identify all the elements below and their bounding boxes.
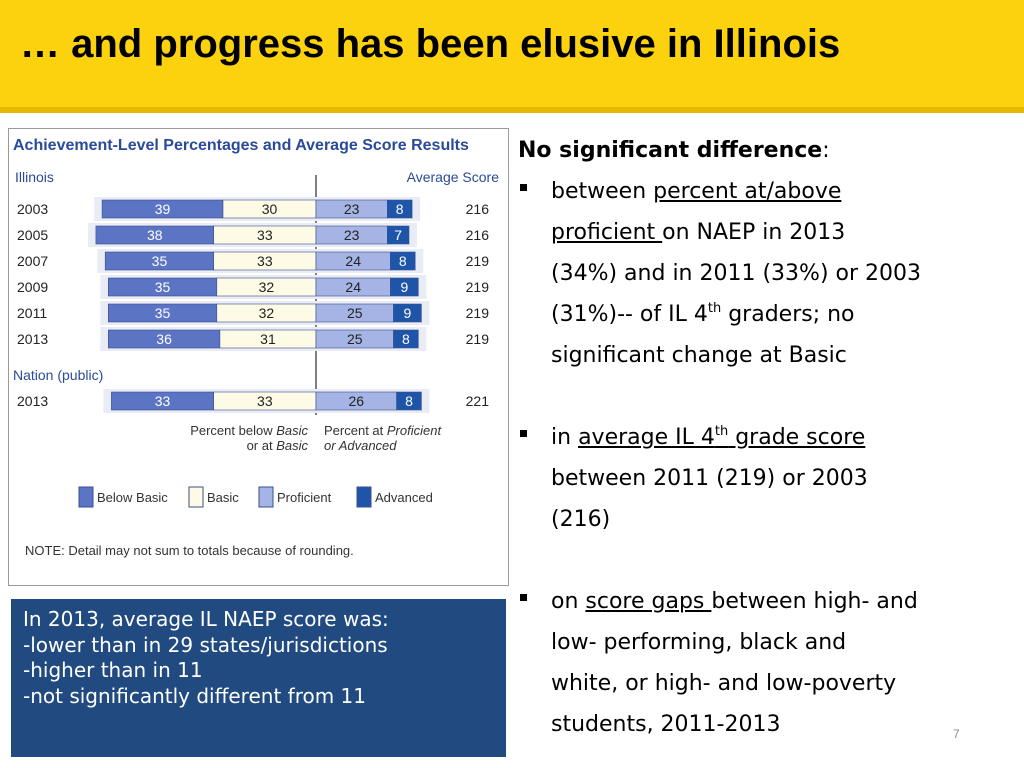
bar-value-label: 26 [349, 393, 365, 409]
legend-swatch [188, 486, 204, 508]
callout-line: -higher than in 11 [23, 658, 203, 682]
naep-chart: Achievement-Level Percentages and Averag… [8, 128, 509, 586]
callout-line: In 2013, average IL NAEP score was: [23, 607, 389, 631]
year-label: 2007 [17, 253, 48, 269]
bar-value-label: 33 [155, 393, 171, 409]
bar-value-label: 25 [347, 331, 363, 347]
legend-label: Basic [207, 490, 239, 505]
chart-title: Achievement-Level Percentages and Averag… [13, 137, 469, 154]
callout-line: -not significantly different from 11 [23, 683, 366, 708]
year-label: 2013 [17, 393, 48, 409]
bar-value-label: 25 [347, 305, 363, 321]
bar-value-label: 23 [344, 201, 360, 217]
bullet-proficiency: between percent at/above proficient on N… [518, 171, 1018, 376]
group-label-nation: Nation (public) [13, 367, 103, 383]
bar-segment-advanced [390, 277, 419, 297]
axis-label-right-1: Percent at Proficient [324, 423, 442, 438]
title-bar-shadow [0, 107, 1024, 113]
legend-label: Below Basic [97, 490, 168, 505]
bar-value-label: 8 [396, 201, 404, 217]
findings-heading: No significant difference: [518, 138, 830, 163]
axis-label-left-2: or at Basic [247, 438, 309, 453]
bar-value-label: 9 [404, 305, 412, 321]
bar-value-label: 8 [402, 331, 410, 347]
chart-svg: Achievement-Level Percentages and Averag… [13, 137, 500, 558]
year-label: 2005 [17, 227, 48, 243]
average-score: 221 [466, 393, 490, 409]
bar-value-label: 33 [257, 253, 273, 269]
bullet-score-gaps: on score gaps between high- and low- per… [518, 581, 1018, 745]
legend-label: Proficient [277, 490, 332, 505]
bar-value-label: 23 [344, 227, 360, 243]
average-score: 219 [466, 279, 490, 295]
bar-value-label: 9 [400, 279, 408, 295]
bar-value-label: 38 [147, 227, 163, 243]
bar-value-label: 36 [156, 331, 172, 347]
bar-value-label: 24 [345, 279, 361, 295]
callout-line: -lower than in 29 states/jurisdictions [23, 632, 388, 657]
bar-segment-advanced [386, 225, 410, 245]
bar-segment-advanced [396, 391, 422, 411]
bar-value-label: 33 [257, 393, 273, 409]
bar-value-label: 8 [399, 253, 407, 269]
year-label: 2009 [17, 279, 48, 295]
bar-segment-advanced [386, 199, 413, 219]
bar-value-label: 35 [152, 253, 168, 269]
slide-number: 7 [953, 727, 960, 741]
average-score: 219 [466, 253, 490, 269]
average-score: 216 [466, 201, 490, 217]
bar-value-label: 24 [345, 253, 361, 269]
group-label-illinois: Illinois [15, 169, 54, 185]
bar-value-label: 33 [257, 227, 273, 243]
legend-swatch [356, 486, 372, 508]
year-label: 2013 [17, 331, 48, 347]
bullet-square-icon [520, 430, 527, 437]
legend: Below Basic Basic Proficient Advanced [78, 486, 433, 508]
bar-value-label: 32 [259, 279, 275, 295]
bar-value-label: 31 [260, 331, 276, 347]
year-label: 2003 [17, 201, 48, 217]
legend-label: Advanced [375, 490, 433, 505]
legend-swatch [78, 486, 94, 508]
bullet-average-score: in average IL 4th grade score between 20… [518, 417, 1018, 540]
bullet-square-icon [520, 594, 527, 601]
findings-panel: No significant difference: between perce… [518, 130, 1018, 745]
score-header: Average Score [407, 169, 500, 185]
average-score: 219 [466, 305, 490, 321]
bar-segment-advanced [393, 329, 419, 349]
average-score: 216 [466, 227, 490, 243]
axis-label-left-1: Percent below Basic [190, 423, 308, 438]
bars-layer: 2003 39 30 23 8 216 2005 38 33 23 7 216 2007 35 33 24 8 2… [17, 197, 489, 413]
axis-label-right-2: or Advanced [324, 438, 397, 453]
bar-segment-advanced [393, 303, 422, 323]
bar-value-label: 39 [155, 201, 171, 217]
bar-value-label: 30 [262, 201, 278, 217]
title-bar: … and progress has been elusive in Illin… [0, 0, 1024, 113]
bar-segment-advanced [390, 251, 416, 271]
bar-value-label: 35 [155, 279, 171, 295]
bar-value-label: 7 [394, 227, 402, 243]
score-callout: In 2013, average IL NAEP score was: -low… [11, 599, 506, 757]
chart-note: NOTE: Detail may not sum to totals becau… [25, 543, 354, 558]
legend-swatch [258, 486, 274, 508]
bullet-square-icon [520, 184, 527, 191]
average-score: 219 [466, 331, 490, 347]
slide-title: … and progress has been elusive in Illin… [20, 22, 841, 66]
bar-value-label: 35 [155, 305, 171, 321]
bar-value-label: 32 [259, 305, 275, 321]
year-label: 2011 [17, 305, 47, 321]
bar-value-label: 8 [405, 393, 413, 409]
